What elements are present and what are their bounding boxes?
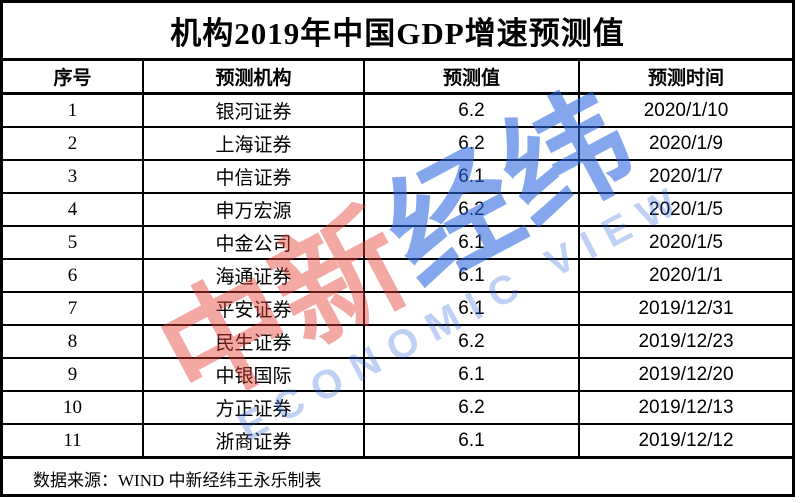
cell-index: 4 [3,193,144,227]
cell-date: 2020/1/5 [579,226,792,260]
cell-institution: 上海证券 [143,127,365,161]
header-row: 序号 预测机构 预测值 预测时间 [3,61,792,95]
cell-institution: 海通证券 [143,259,365,293]
cell-date: 2019/12/31 [579,292,792,326]
cell-date: 2019/12/13 [579,391,792,425]
page-title: 机构2019年中国GDP增速预测值 [170,16,625,51]
cell-index: 7 [3,292,144,326]
cell-institution: 中银国际 [143,358,365,392]
table-row: 9 中银国际 6.1 2019/12/20 [3,358,792,392]
table-row: 5 中金公司 6.1 2020/1/5 [3,226,792,260]
cell-institution: 浙商证券 [143,424,365,458]
cell-institution: 中信证券 [143,160,365,194]
cell-value: 6.2 [364,93,580,128]
cell-index: 11 [3,424,144,458]
col-header-value: 预测值 [364,61,580,95]
col-header-index: 序号 [3,61,144,95]
cell-value: 6.1 [364,358,580,392]
cell-date: 2020/1/10 [579,93,792,128]
cell-institution: 银河证券 [143,93,365,128]
col-header-institution: 预测机构 [143,61,365,95]
cell-institution: 申万宏源 [143,193,365,227]
cell-value: 6.1 [364,226,580,260]
table-row: 8 民生证券 6.2 2019/12/23 [3,325,792,359]
cell-date: 2020/1/7 [579,160,792,194]
cell-index: 1 [3,93,144,128]
table-row: 1 银河证券 6.2 2020/1/10 [3,93,792,128]
table-row: 11 浙商证券 6.1 2019/12/12 [3,424,792,458]
cell-index: 5 [3,226,144,260]
cell-date: 2020/1/9 [579,127,792,161]
cell-date: 2019/12/12 [638,429,734,451]
cell-index: 9 [3,358,144,392]
cell-value: 6.1 [364,292,580,326]
cell-value: 6.1 [364,259,580,293]
cell-date: 2019/12/20 [579,358,792,392]
table-row: 6 海通证券 6.1 2020/1/1 [3,259,792,293]
cell-index: 8 [3,325,144,359]
cell-value: 6.2 [364,325,580,359]
cell-date: 2020/1/1 [579,259,792,293]
cell-index: 2 [3,127,144,161]
cell-institution: 方正证券 [143,391,365,425]
cell-value: 6.1 [364,424,580,458]
cell-date: 2020/1/5 [579,193,792,227]
cell-index: 10 [3,391,144,425]
cell-index: 3 [3,160,144,194]
data-source-note: 数据来源：WIND 中新经纬王永乐制表 [33,471,322,490]
title-band: 机构2019年中国GDP增速预测值 [3,3,792,61]
table-row: 2 上海证券 6.2 2020/1/9 [3,127,792,161]
cell-institution: 民生证券 [143,325,365,359]
cell-value: 6.2 [364,391,580,425]
cell-value: 6.2 [364,127,580,161]
table-row: 10 方正证券 6.2 2019/12/13 [3,391,792,425]
footer-band: 数据来源：WIND 中新经纬王永乐制表 [3,459,792,498]
cell-institution: 平安证券 [143,292,365,326]
cell-value: 6.1 [364,160,580,194]
cell-index: 6 [3,259,144,293]
col-header-date: 预测时间 [579,61,792,95]
table-row: 7 平安证券 6.1 2019/12/31 [3,292,792,326]
cell-institution: 中金公司 [143,226,365,260]
cell-date: 2019/12/23 [579,325,792,359]
cell-value: 6.2 [364,193,580,227]
forecast-table: 序号 预测机构 预测值 预测时间 1 银河证券 6.2 2020/1/10 2 … [3,61,792,459]
table-row: 4 申万宏源 6.2 2020/1/5 [3,193,792,227]
table-row: 3 中信证券 6.1 2020/1/7 [3,160,792,194]
